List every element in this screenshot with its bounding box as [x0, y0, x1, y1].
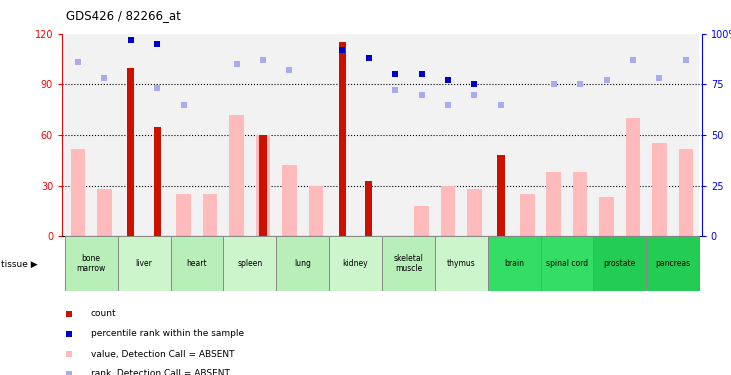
Bar — [573, 172, 588, 236]
Bar — [329, 236, 382, 291]
Bar — [276, 34, 303, 236]
Text: spinal cord: spinal cord — [546, 259, 588, 268]
Bar — [203, 194, 217, 236]
Bar — [329, 34, 355, 236]
Bar — [435, 236, 488, 291]
Bar — [282, 165, 297, 236]
Bar — [176, 194, 191, 236]
Text: percentile rank within the sample: percentile rank within the sample — [91, 329, 244, 338]
Text: tissue ▶: tissue ▶ — [1, 260, 38, 269]
Bar — [620, 34, 646, 236]
Bar — [441, 186, 455, 236]
Text: prostate: prostate — [604, 259, 636, 268]
Bar — [256, 135, 270, 236]
Bar — [540, 236, 594, 291]
Bar — [127, 68, 135, 236]
Bar — [118, 236, 170, 291]
Bar — [514, 34, 540, 236]
Bar — [365, 181, 372, 236]
Text: thymus: thymus — [447, 259, 476, 268]
Text: liver: liver — [136, 259, 153, 268]
Bar — [673, 34, 699, 236]
Bar — [520, 194, 534, 236]
Text: value, Detection Call = ABSENT: value, Detection Call = ABSENT — [91, 350, 235, 358]
Bar — [250, 34, 276, 236]
Text: kidney: kidney — [343, 259, 368, 268]
Bar — [652, 144, 667, 236]
Bar — [414, 206, 429, 236]
Bar — [540, 34, 567, 236]
Bar — [488, 236, 540, 291]
Text: count: count — [91, 309, 116, 318]
Bar — [435, 34, 461, 236]
Bar — [467, 189, 482, 236]
Bar — [224, 34, 250, 236]
Bar — [170, 236, 224, 291]
Bar — [678, 148, 693, 236]
Text: lung: lung — [294, 259, 311, 268]
Text: heart: heart — [186, 259, 208, 268]
Bar — [646, 34, 673, 236]
Bar — [355, 34, 382, 236]
Bar — [338, 42, 346, 236]
Bar — [197, 34, 224, 236]
Bar — [599, 197, 614, 236]
Bar — [65, 236, 118, 291]
Text: rank, Detection Call = ABSENT: rank, Detection Call = ABSENT — [91, 369, 230, 375]
Bar — [626, 118, 640, 236]
Bar — [71, 148, 86, 236]
Text: GDS426 / 82266_at: GDS426 / 82266_at — [66, 9, 181, 22]
Text: bone
marrow: bone marrow — [77, 254, 106, 273]
Bar — [461, 34, 488, 236]
Bar — [118, 34, 144, 236]
Bar — [409, 34, 435, 236]
Bar — [170, 34, 197, 236]
Bar — [144, 34, 170, 236]
Bar — [65, 34, 91, 236]
Bar — [488, 34, 514, 236]
Bar — [567, 34, 594, 236]
Text: spleen: spleen — [237, 259, 262, 268]
Bar — [382, 236, 435, 291]
Bar — [260, 135, 267, 236]
Bar — [594, 236, 646, 291]
Bar — [276, 236, 329, 291]
Text: skeletal
muscle: skeletal muscle — [393, 254, 423, 273]
Bar — [547, 172, 561, 236]
Bar — [303, 34, 329, 236]
Bar — [497, 155, 504, 236]
Bar — [230, 115, 244, 236]
Bar — [646, 236, 699, 291]
Bar — [382, 34, 409, 236]
Bar — [594, 34, 620, 236]
Text: brain: brain — [504, 259, 524, 268]
Bar — [154, 127, 161, 236]
Text: pancreas: pancreas — [655, 259, 690, 268]
Bar — [97, 189, 112, 236]
Bar — [91, 34, 118, 236]
Bar — [224, 236, 276, 291]
Bar — [308, 186, 323, 236]
